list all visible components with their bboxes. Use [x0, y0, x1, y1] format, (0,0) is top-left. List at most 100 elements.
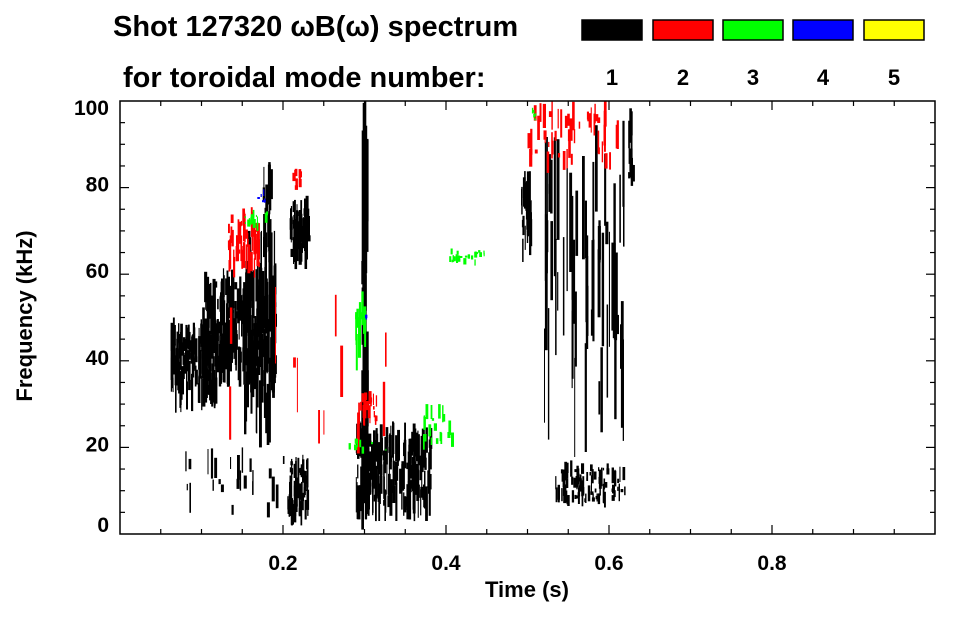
spectral-mark	[263, 295, 266, 329]
spectral-mark	[397, 443, 399, 481]
spectral-mark	[243, 291, 246, 311]
spectral-mark	[424, 435, 427, 466]
spectral-mark	[189, 482, 191, 513]
spectral-mark	[179, 346, 182, 370]
spectral-mark	[564, 115, 568, 128]
spectral-mark	[197, 383, 200, 403]
spectral-mark	[269, 232, 273, 309]
spectral-mark	[365, 317, 368, 320]
spectral-mark	[291, 216, 293, 241]
spectral-mark	[547, 308, 550, 440]
spectral-mark	[555, 476, 557, 490]
spectral-mark	[619, 174, 621, 243]
spectral-mark	[601, 467, 603, 487]
region-mode-1	[185, 447, 285, 518]
spectral-mark	[592, 161, 595, 284]
spectral-mark	[268, 219, 272, 263]
spectral-mark	[600, 347, 603, 433]
spectral-mark	[299, 501, 302, 511]
spectral-mark	[244, 216, 246, 219]
spectral-mark	[403, 439, 407, 469]
spectral-mark	[373, 430, 376, 469]
spectral-mark	[269, 195, 272, 211]
spectral-mark	[563, 484, 567, 504]
spectral-mark	[619, 466, 621, 482]
spectral-mark	[556, 139, 560, 240]
spectral-mark	[595, 114, 599, 122]
spectral-mark	[299, 171, 302, 178]
spectral-mark	[452, 255, 454, 262]
spectral-mark	[630, 164, 634, 186]
spectral-mark	[248, 319, 250, 361]
spectral-mark	[425, 486, 428, 521]
spectrogram-marks	[170, 101, 635, 530]
spectral-mark	[567, 495, 570, 506]
spectral-mark	[418, 434, 420, 459]
spectral-mark	[430, 405, 433, 419]
spectral-mark	[252, 214, 255, 223]
spectral-mark	[395, 435, 398, 461]
spectral-mark	[242, 288, 244, 365]
spectral-mark	[256, 222, 259, 231]
spectral-mark	[586, 111, 589, 120]
spectral-mark	[613, 267, 616, 340]
spectral-mark	[238, 351, 242, 363]
spectral-mark	[193, 328, 195, 342]
spectral-mark	[550, 221, 553, 301]
spectral-mark	[210, 448, 214, 479]
spectral-mark	[300, 498, 303, 526]
spectral-mark	[236, 235, 240, 255]
spectral-mark	[304, 244, 308, 269]
spectral-mark	[251, 340, 255, 398]
spectral-mark	[255, 269, 258, 302]
y-tick-label: 20	[86, 433, 109, 456]
spectral-mark	[295, 473, 297, 493]
spectral-mark	[412, 457, 414, 492]
spectral-mark	[256, 245, 259, 312]
spectral-mark	[293, 500, 296, 513]
spectral-mark	[391, 436, 394, 455]
spectral-mark	[231, 343, 233, 352]
spectral-mark	[215, 346, 218, 386]
spectral-mark	[194, 338, 198, 360]
spectral-mark	[372, 393, 374, 405]
spectral-mark	[293, 251, 295, 264]
spectral-mark	[399, 468, 403, 494]
spectral-mark	[584, 200, 587, 259]
spectral-mark	[544, 328, 545, 423]
spectral-mark	[561, 469, 565, 482]
spectral-mark	[306, 210, 309, 225]
spectral-mark	[548, 111, 552, 117]
spectral-mark	[598, 467, 600, 472]
spectral-mark	[298, 508, 301, 517]
spectral-mark	[483, 250, 485, 255]
spectral-mark	[238, 309, 240, 340]
spectral-mark	[234, 282, 238, 290]
spectral-mark	[363, 413, 366, 426]
region-mode-1	[628, 108, 635, 186]
spectral-mark	[598, 381, 601, 415]
spectral-mark	[178, 361, 181, 394]
spectral-mark	[590, 475, 592, 494]
spectral-mark	[616, 314, 619, 335]
spectral-mark	[218, 479, 221, 485]
spectral-mark	[570, 460, 573, 477]
spectral-mark	[215, 281, 218, 288]
region-mode-3	[348, 438, 387, 454]
spectral-mark	[201, 375, 203, 411]
spectral-mark	[557, 108, 559, 129]
spectral-mark	[603, 485, 605, 504]
spectral-mark	[524, 182, 527, 199]
spectral-mark	[451, 432, 454, 447]
spectral-mark	[290, 248, 294, 257]
spectral-mark	[306, 484, 309, 495]
spectral-mark	[205, 298, 207, 310]
spectral-mark	[562, 477, 566, 488]
spectral-mark	[264, 200, 266, 203]
spectral-mark	[229, 341, 232, 372]
spectral-mark	[417, 440, 420, 446]
spectral-mark	[265, 184, 269, 216]
spectral-mark	[268, 204, 271, 215]
spectral-mark	[571, 273, 573, 389]
spectral-mark	[571, 476, 574, 485]
